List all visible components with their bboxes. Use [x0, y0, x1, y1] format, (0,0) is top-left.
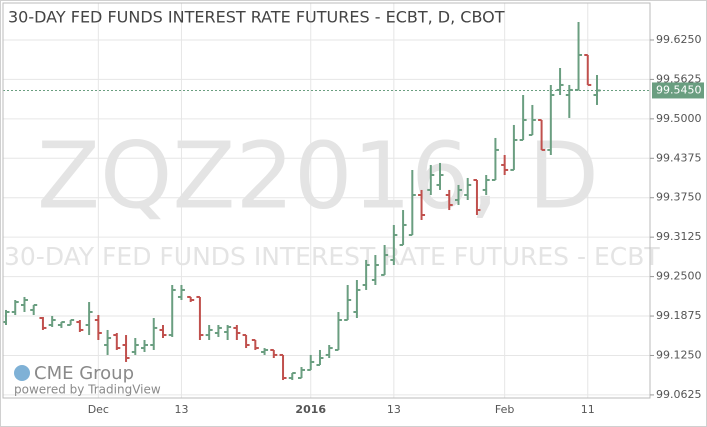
- y-tick-label: 99.5625: [656, 72, 702, 85]
- last-price-label: 99.5450: [656, 83, 702, 96]
- bars: [2, 21, 650, 381]
- axes: 99.0625 99.1250 99.1875 99.2500 99.3125 99.37…: [88, 33, 704, 416]
- plot-border: [2, 2, 651, 399]
- x-tick-label: Dec: [88, 403, 109, 416]
- logo-subtitle: powered by TradingView: [14, 383, 161, 397]
- y-tick-label: 99.1250: [656, 348, 702, 361]
- chart-title: 30-DAY FED FUNDS INTEREST RATE FUTURES -…: [8, 8, 505, 27]
- y-tick-label: 99.5000: [656, 112, 702, 125]
- watermark-name: 30-DAY FED FUNDS INTEREST RATE FUTURES -…: [4, 242, 660, 271]
- y-tick-label: 99.0625: [656, 388, 702, 401]
- y-tick-label: 99.2500: [656, 270, 702, 283]
- watermark-symbol: ZQZ2016, D: [37, 122, 599, 229]
- logo: CME Group: [34, 363, 134, 384]
- x-tick-label: 13: [387, 403, 401, 416]
- y-tick-label: 99.3750: [656, 191, 702, 204]
- y-tick-label: 99.4375: [656, 151, 702, 164]
- y-tick-label: 99.6250: [656, 33, 702, 46]
- x-tick-label: 2016: [295, 403, 326, 416]
- y-tick-label: 99.3125: [656, 230, 702, 243]
- x-tick-label: 11: [581, 403, 595, 416]
- x-tick-label: 13: [174, 403, 188, 416]
- logo-icon: [14, 365, 30, 381]
- y-tick-label: 99.1875: [656, 309, 702, 322]
- grid: [3, 3, 650, 398]
- x-tick-label: Feb: [495, 403, 514, 416]
- last-price-box: [652, 82, 704, 99]
